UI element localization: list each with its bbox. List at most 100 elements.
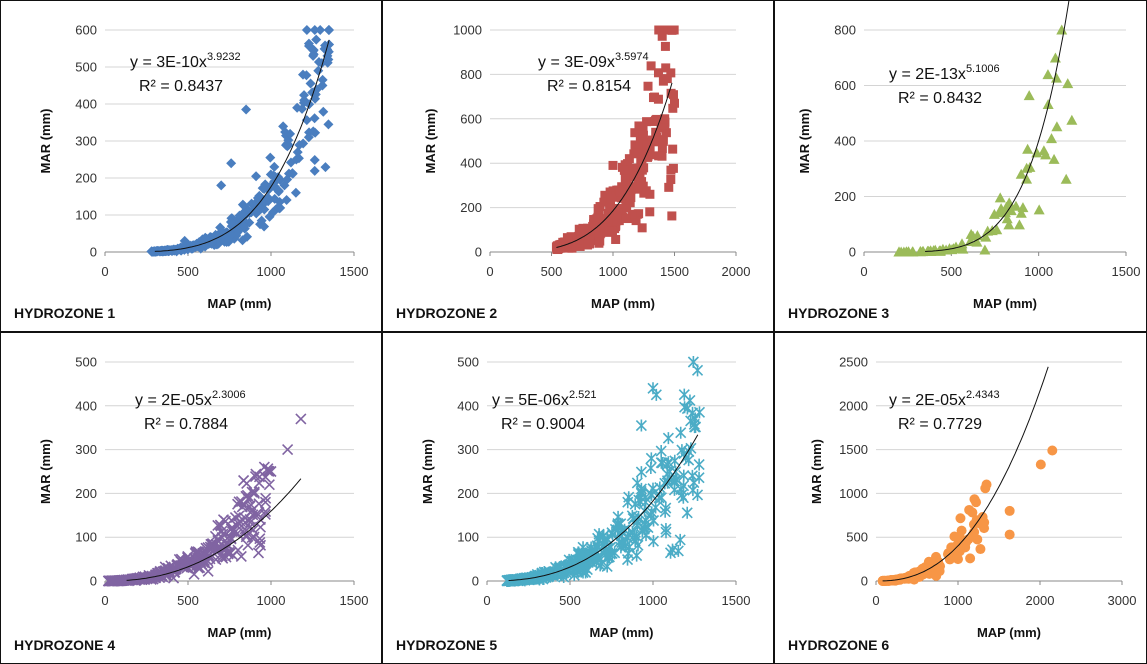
data-point [666, 68, 676, 78]
y-tick-label: 400 [75, 97, 97, 112]
y-tick-label: 800 [834, 23, 856, 38]
data-point [539, 570, 551, 583]
data-point [1047, 445, 1058, 456]
data-point [648, 93, 658, 103]
data-point [317, 74, 328, 85]
data-point [634, 121, 644, 131]
data-point [248, 487, 260, 499]
data-point [1001, 213, 1013, 224]
data-point [248, 531, 260, 543]
data-point [975, 544, 986, 555]
data-point [254, 513, 266, 526]
data-point [303, 38, 314, 49]
y-tick-label: 2000 [839, 398, 868, 413]
data-point [925, 245, 937, 256]
y-tick-label: 0 [90, 245, 97, 260]
data-point [147, 246, 158, 257]
y-tick-label: 100 [75, 208, 97, 223]
trendline-equation: y = 5E-06x2.521 [492, 389, 596, 409]
data-point [675, 426, 687, 439]
data-point [606, 194, 616, 204]
data-point [299, 90, 310, 101]
data-point [1004, 198, 1016, 209]
data-point [957, 539, 968, 550]
data-point [249, 470, 262, 483]
data-point [646, 506, 658, 519]
y-tick-label: 1000 [839, 486, 868, 501]
data-point [636, 178, 646, 188]
trendline-equation: y = 2E-13x5.1006 [889, 63, 1000, 83]
panel-border [382, 332, 774, 664]
data-point [1042, 69, 1054, 80]
data-point [611, 234, 621, 244]
y-tick-label: 300 [75, 442, 97, 457]
data-point [668, 25, 678, 35]
data-point [645, 189, 655, 199]
data-point [278, 121, 289, 132]
data-point [591, 228, 601, 238]
data-point [637, 165, 647, 175]
data-point [994, 192, 1006, 203]
data-point [107, 575, 119, 587]
y-tick-label: 500 [457, 355, 479, 370]
data-point [666, 88, 676, 98]
data-point [303, 132, 314, 143]
x-tick-label: 1000 [639, 593, 668, 608]
data-point [601, 560, 613, 573]
panel-border [0, 332, 382, 664]
x-tick-label: 1500 [340, 593, 369, 608]
data-point [1022, 143, 1034, 154]
data-point [620, 174, 630, 184]
data-point [647, 535, 659, 548]
data-point [623, 183, 633, 193]
data-point [636, 157, 646, 167]
data-point [241, 104, 252, 115]
x-tick-label: 500 [177, 593, 199, 608]
data-point [115, 574, 127, 587]
data-point [670, 98, 679, 108]
data-point [186, 558, 198, 570]
data-point [971, 497, 982, 508]
x-axis-label: MAP (mm) [207, 625, 271, 640]
data-point [977, 512, 988, 523]
data-point [653, 68, 663, 78]
data-point [164, 245, 175, 256]
data-point [252, 202, 263, 213]
data-point [228, 524, 240, 536]
data-point [252, 192, 263, 203]
x-tick-label: 1500 [722, 593, 751, 608]
y-tick-label: 0 [472, 574, 479, 589]
data-point [179, 235, 190, 246]
data-point [1013, 219, 1025, 230]
data-point [222, 548, 234, 560]
data-point [263, 479, 275, 491]
data-point [217, 552, 229, 564]
data-point [691, 364, 704, 377]
data-point [1035, 459, 1046, 470]
hydrozone-label: HYDROZONE 2 [396, 305, 497, 321]
data-point [258, 461, 270, 473]
data-point [244, 516, 256, 528]
data-point [223, 530, 235, 543]
data-point [599, 197, 609, 207]
data-point [631, 216, 641, 226]
y-tick-label: 200 [75, 171, 97, 186]
data-point [953, 554, 963, 565]
data-point [980, 231, 992, 242]
y-tick-label: 500 [75, 60, 97, 75]
data-point [668, 163, 678, 173]
y-tick-label: 600 [460, 111, 482, 126]
data-point [553, 562, 565, 575]
data-point [237, 199, 248, 210]
data-point [908, 567, 919, 578]
data-point [553, 241, 563, 251]
data-point [618, 523, 631, 536]
data-point [292, 147, 303, 158]
r-squared-label: R² = 0.8437 [139, 78, 223, 95]
y-tick-label: 200 [75, 486, 97, 501]
data-point [633, 171, 643, 181]
data-point [664, 546, 677, 559]
y-tick-label: 0 [849, 245, 856, 260]
data-point [574, 562, 586, 575]
data-point [130, 574, 142, 587]
